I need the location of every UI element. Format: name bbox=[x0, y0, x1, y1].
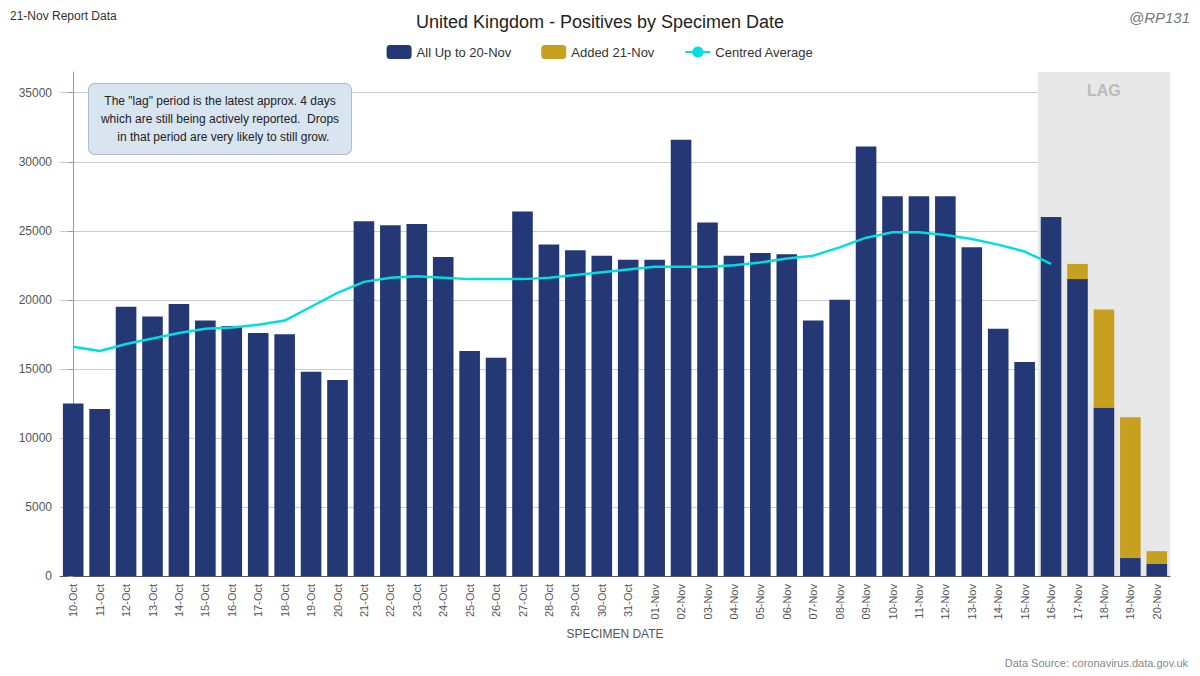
svg-text:18-Nov: 18-Nov bbox=[1098, 584, 1110, 620]
svg-text:11-Nov: 11-Nov bbox=[913, 584, 925, 619]
svg-text:30000: 30000 bbox=[19, 155, 53, 169]
svg-text:19-Oct: 19-Oct bbox=[305, 584, 317, 617]
svg-text:20-Oct: 20-Oct bbox=[332, 584, 344, 617]
svg-text:13-Nov: 13-Nov bbox=[966, 584, 978, 620]
svg-text:28-Oct: 28-Oct bbox=[543, 584, 555, 617]
svg-text:08-Nov: 08-Nov bbox=[834, 584, 846, 620]
svg-text:04-Nov: 04-Nov bbox=[728, 584, 740, 620]
svg-text:18-Oct: 18-Oct bbox=[279, 584, 291, 617]
svg-text:29-Oct: 29-Oct bbox=[569, 584, 581, 617]
svg-text:16-Oct: 16-Oct bbox=[226, 584, 238, 617]
svg-text:26-Oct: 26-Oct bbox=[490, 584, 502, 617]
svg-text:25-Oct: 25-Oct bbox=[464, 584, 476, 617]
svg-text:United Kingdom - Positives by: United Kingdom - Positives by Specimen D… bbox=[416, 12, 784, 32]
svg-text:23-Oct: 23-Oct bbox=[411, 584, 423, 617]
svg-text:21-Oct: 21-Oct bbox=[358, 584, 370, 617]
svg-text:16-Nov: 16-Nov bbox=[1045, 584, 1057, 620]
svg-text:12-Oct: 12-Oct bbox=[120, 584, 132, 617]
svg-text:05-Nov: 05-Nov bbox=[754, 584, 766, 620]
svg-text:17-Oct: 17-Oct bbox=[252, 584, 264, 617]
svg-text:11-Oct: 11-Oct bbox=[94, 584, 106, 616]
svg-text:5000: 5000 bbox=[25, 500, 52, 514]
svg-text:24-Oct: 24-Oct bbox=[437, 584, 449, 617]
svg-text:which are still being actively: which are still being actively reported.… bbox=[100, 112, 339, 126]
svg-text:09-Nov: 09-Nov bbox=[860, 584, 872, 620]
svg-text:Added 21-Nov: Added 21-Nov bbox=[571, 45, 655, 60]
svg-text:SPECIMEN DATE: SPECIMEN DATE bbox=[566, 627, 663, 641]
svg-text:15000: 15000 bbox=[19, 362, 53, 376]
svg-text:10-Nov: 10-Nov bbox=[887, 584, 899, 620]
svg-text:10000: 10000 bbox=[19, 431, 53, 445]
svg-text:10-Oct: 10-Oct bbox=[67, 584, 79, 617]
svg-text:14-Nov: 14-Nov bbox=[992, 584, 1004, 620]
svg-text:22-Oct: 22-Oct bbox=[384, 584, 396, 617]
svg-text:31-Oct: 31-Oct bbox=[622, 584, 634, 617]
svg-text:25000: 25000 bbox=[19, 224, 53, 238]
svg-text:14-Oct: 14-Oct bbox=[173, 584, 185, 617]
svg-text:19-Nov: 19-Nov bbox=[1124, 584, 1136, 620]
svg-text:12-Nov: 12-Nov bbox=[939, 584, 951, 620]
svg-text:02-Nov: 02-Nov bbox=[675, 584, 687, 620]
svg-text:27-Oct: 27-Oct bbox=[517, 584, 529, 617]
svg-text:07-Nov: 07-Nov bbox=[807, 584, 819, 620]
svg-text:15-Oct: 15-Oct bbox=[199, 584, 211, 617]
svg-text:35000: 35000 bbox=[19, 86, 53, 100]
svg-text:01-Nov: 01-Nov bbox=[649, 584, 661, 620]
svg-text:17-Nov: 17-Nov bbox=[1072, 584, 1084, 620]
svg-text:0: 0 bbox=[45, 569, 52, 583]
svg-text:15-Nov: 15-Nov bbox=[1019, 584, 1031, 620]
svg-text:06-Nov: 06-Nov bbox=[781, 584, 793, 620]
svg-text:20-Nov: 20-Nov bbox=[1151, 584, 1163, 620]
svg-text:20000: 20000 bbox=[19, 293, 53, 307]
svg-text:All Up to 20-Nov: All Up to 20-Nov bbox=[417, 45, 512, 60]
svg-text:03-Nov: 03-Nov bbox=[702, 584, 714, 620]
svg-text:13-Oct: 13-Oct bbox=[147, 584, 159, 617]
svg-text:in that period are very likely: in that period are very likely to still … bbox=[111, 130, 330, 144]
svg-text:LAG: LAG bbox=[1087, 82, 1121, 99]
svg-text:21-Nov Report Data: 21-Nov Report Data bbox=[10, 9, 117, 23]
svg-text:Data Source: coronavirus.data.: Data Source: coronavirus.data.gov.uk bbox=[1005, 657, 1189, 669]
svg-text:30-Oct: 30-Oct bbox=[596, 584, 608, 617]
svg-text:@RP131: @RP131 bbox=[1129, 9, 1190, 26]
svg-text:The "lag" period is the latest: The "lag" period is the latest approx. 4… bbox=[104, 94, 335, 108]
svg-text:Centred Average: Centred Average bbox=[715, 45, 812, 60]
